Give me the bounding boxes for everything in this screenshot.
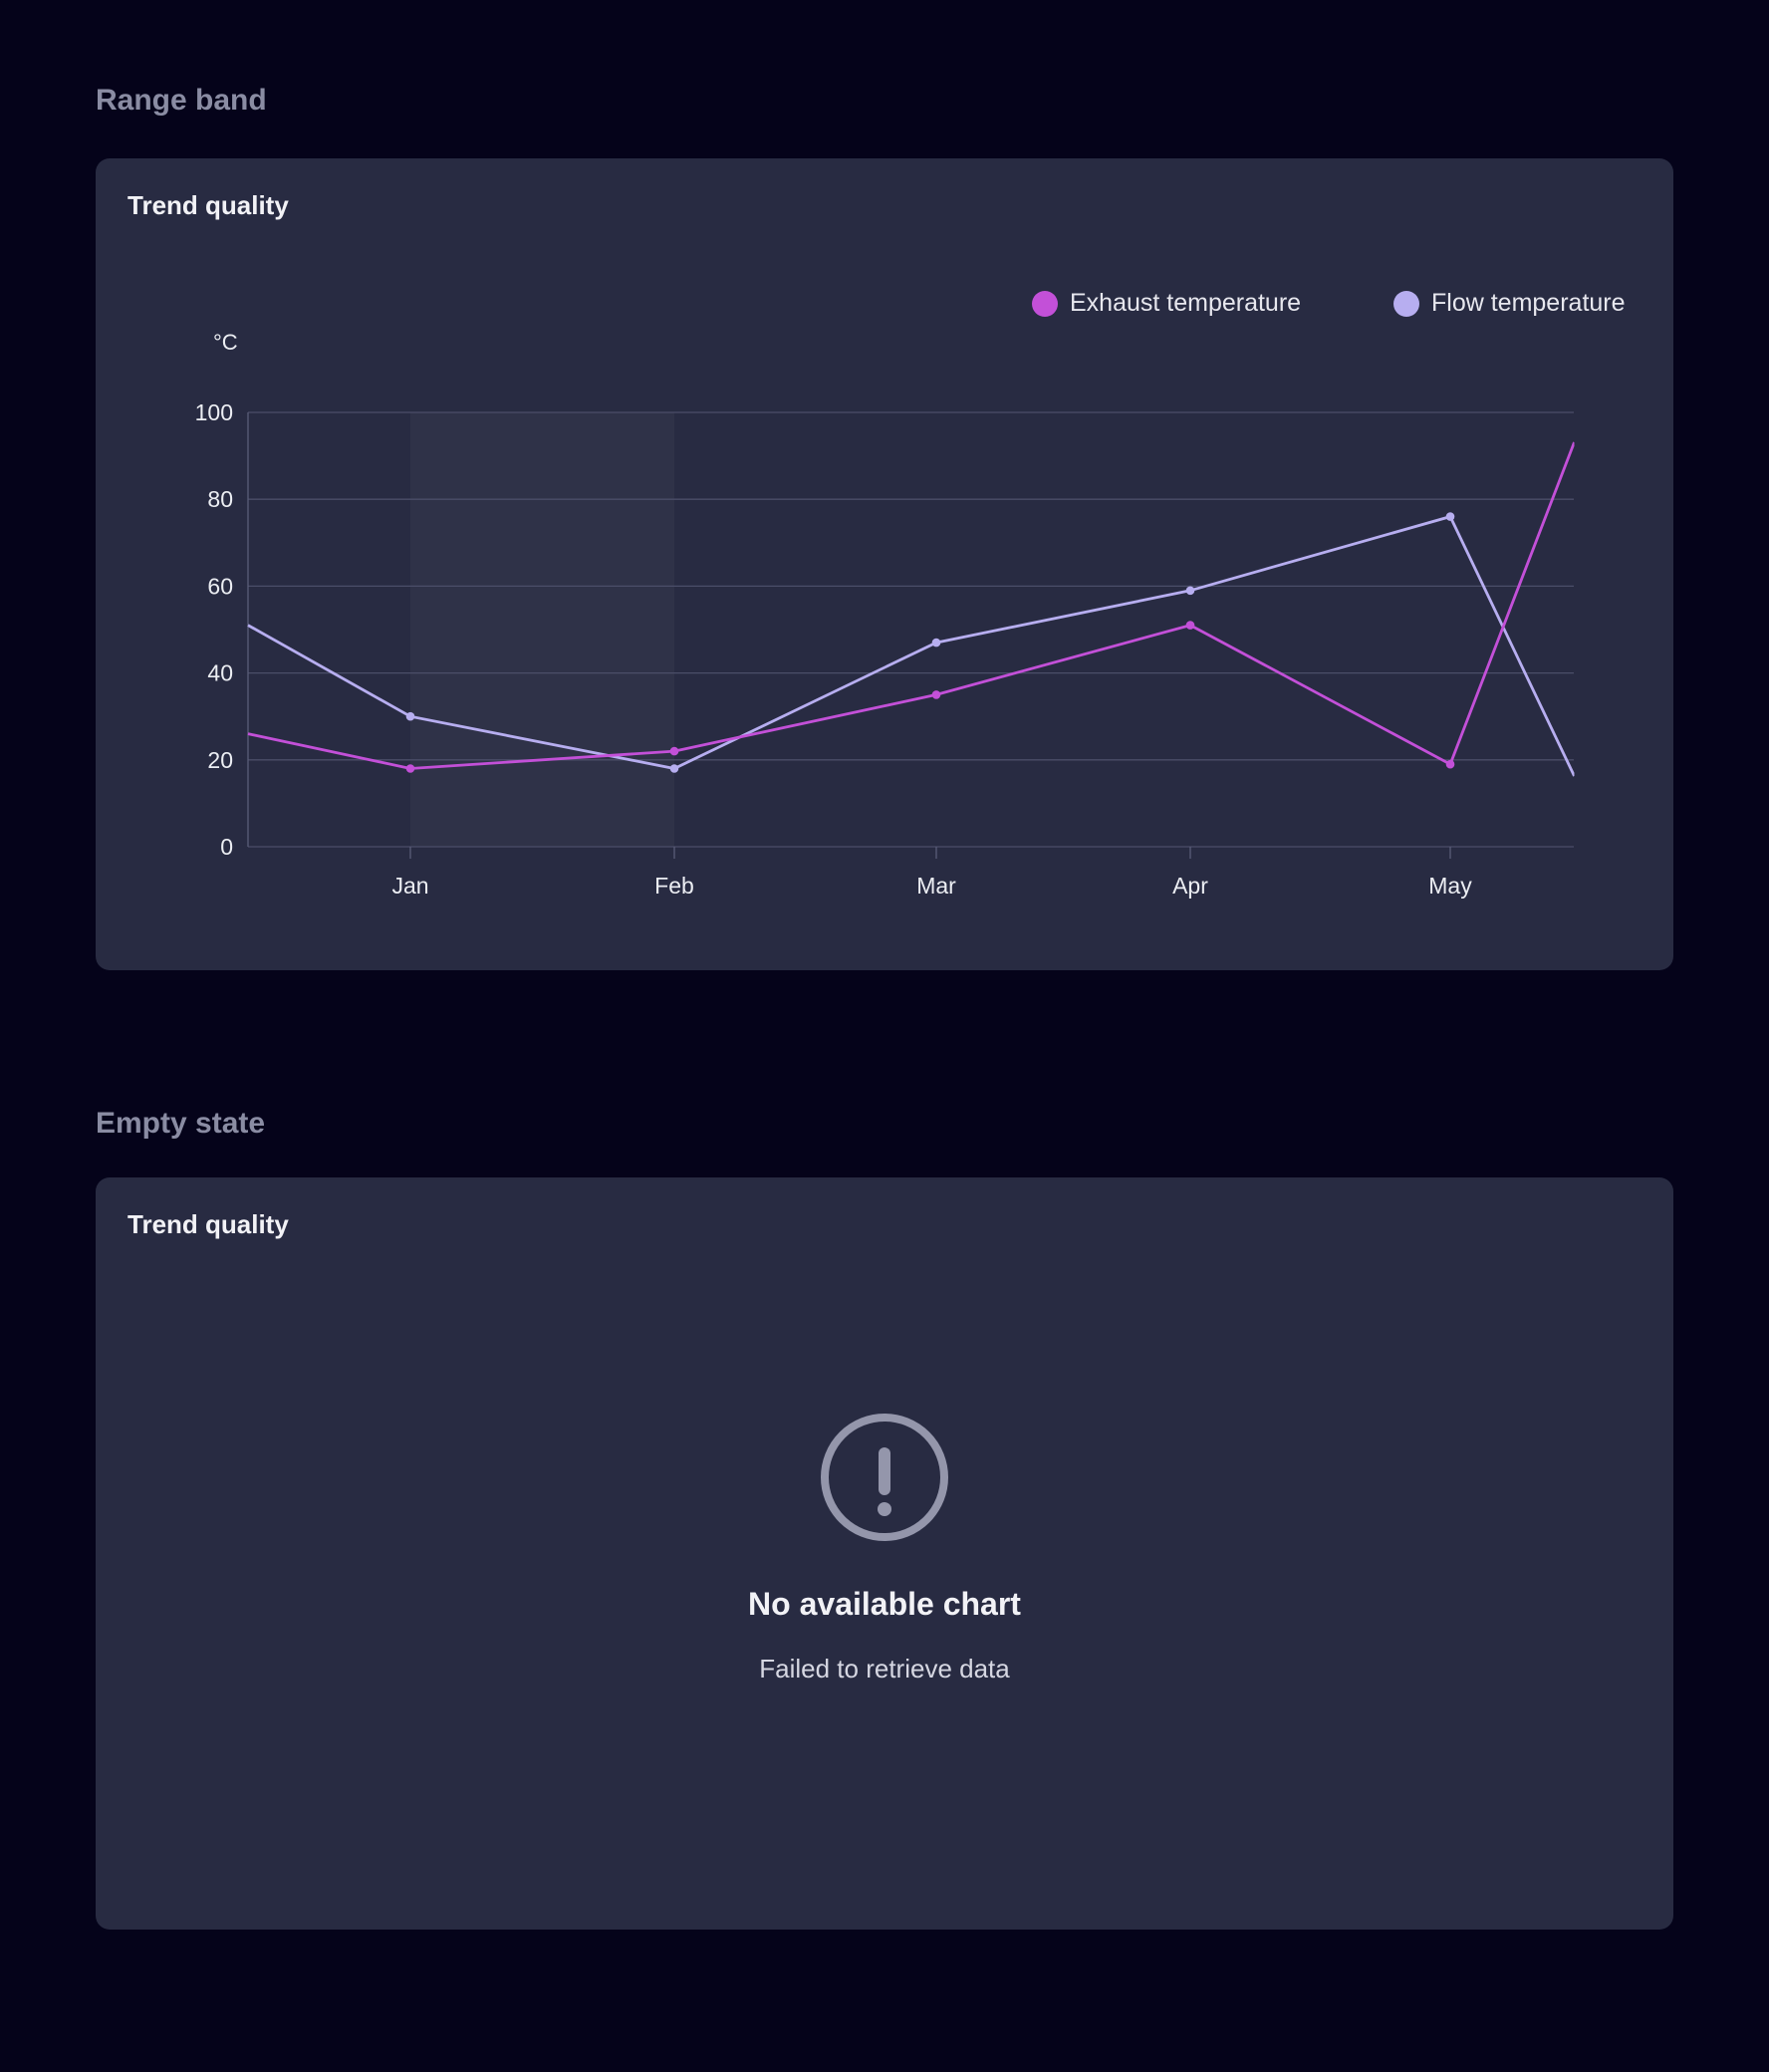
svg-text:0: 0 — [220, 834, 233, 860]
svg-text:May: May — [1428, 873, 1472, 899]
svg-text:80: 80 — [207, 486, 233, 512]
svg-text:Jan: Jan — [391, 873, 428, 899]
svg-text:60: 60 — [207, 573, 233, 599]
svg-text:Apr: Apr — [1172, 873, 1208, 899]
svg-text:Feb: Feb — [654, 873, 694, 899]
svg-text:40: 40 — [207, 660, 233, 686]
svg-text:100: 100 — [195, 399, 233, 425]
svg-text:Mar: Mar — [916, 873, 956, 899]
svg-text:20: 20 — [207, 747, 233, 773]
